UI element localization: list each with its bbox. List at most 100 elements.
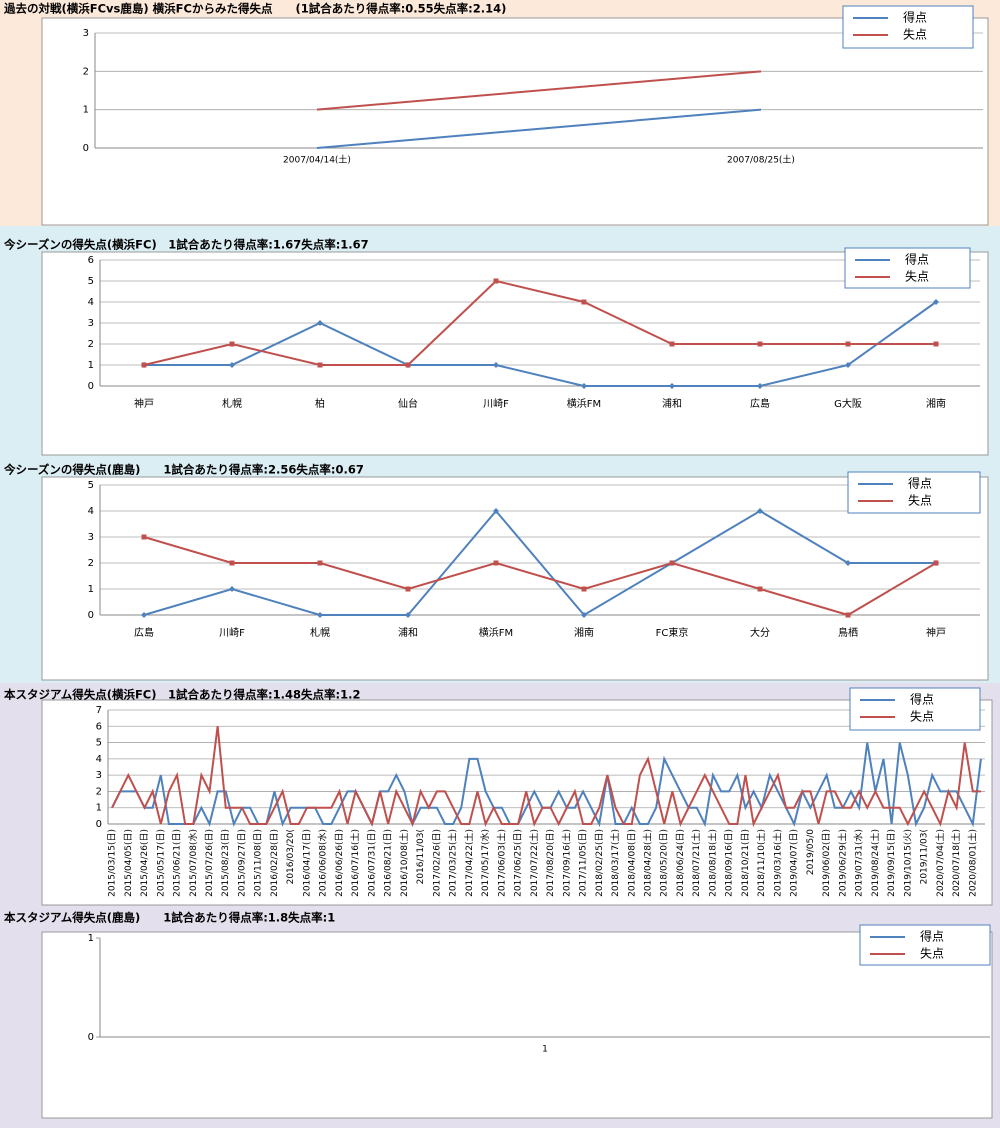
marker: [493, 560, 499, 566]
x-tick-label: 2015/07/08(水): [187, 829, 199, 897]
x-tick-label: 2017/08/20(日): [545, 829, 556, 897]
x-tick-label: 2018/08/18(土): [706, 829, 718, 897]
y-tick-label: 2: [83, 66, 89, 77]
x-tick-label: 2017/06/03(土): [495, 829, 507, 897]
x-tick-label: 2015/06/21(日): [172, 829, 183, 897]
marker: [317, 320, 323, 326]
x-tick-label: 2007/08/25(土): [727, 154, 795, 166]
chart-title: 今シーズンの得失点(横浜FC) 1試合あたり得点率:1.67失点率:1.67: [3, 238, 369, 252]
marker: [141, 612, 147, 618]
x-tick-label: 2018/09/16(日): [724, 829, 735, 897]
x-tick-label: 2015/07/26(日): [204, 829, 215, 897]
x-tick-label: 仙台: [398, 397, 418, 410]
x-tick-label: 2016/02/28(日): [269, 829, 280, 897]
marker: [581, 612, 587, 618]
legend-label: 得点: [908, 476, 932, 491]
x-tick-label: 2017/05/17(水): [479, 829, 491, 897]
x-tick-label: 2019/07/31(水): [853, 829, 865, 897]
x-tick-label: 2016/10/08(土): [398, 829, 410, 897]
x-tick-label: 2019/06/29(土): [836, 829, 848, 897]
x-tick-label: 2015/05/17(日): [155, 829, 166, 897]
x-tick-label: 広島: [750, 397, 770, 410]
x-tick-label: 2015/09/27(日): [236, 829, 247, 897]
legend-label: 得点: [920, 929, 944, 944]
x-tick-label: 2020/08/01(土): [966, 829, 978, 897]
y-tick-label: 2: [96, 786, 102, 797]
legend: [859, 924, 991, 966]
y-tick-label: 3: [83, 28, 89, 39]
x-tick-label: 2016/07/31(日): [366, 829, 377, 897]
x-tick-label: 2016/04/17(日): [301, 829, 312, 897]
x-tick-label: 2019/05/0: [806, 829, 816, 875]
marker: [581, 299, 587, 305]
x-tick-label: 2018/10/21(日): [740, 829, 751, 897]
marker: [493, 278, 499, 284]
y-tick-label: 0: [88, 610, 94, 621]
chart-title: 今シーズンの得失点(鹿島) 1試合あたり得点率:2.56失点率:0.67: [3, 463, 364, 477]
x-tick-label: 2019/03/16(土): [771, 829, 783, 897]
chart-area: [41, 17, 989, 226]
y-tick-label: 6: [96, 721, 102, 732]
marker: [141, 534, 147, 540]
marker: [317, 612, 323, 618]
x-tick-label: 2016/06/26(日): [334, 829, 345, 897]
y-tick-label: 1: [83, 105, 89, 116]
y-tick-label: 0: [88, 1032, 94, 1043]
y-tick-label: 4: [88, 297, 94, 308]
x-tick-label: 2017/11/05(日): [578, 829, 589, 897]
legend-label: 失点: [903, 27, 927, 42]
marker: [845, 612, 851, 618]
marker: [229, 586, 235, 592]
y-tick-label: 6: [88, 255, 94, 266]
y-tick-label: 3: [96, 770, 102, 781]
marker: [317, 362, 323, 368]
marker: [229, 560, 235, 566]
series-line: [144, 301, 937, 387]
legend: [844, 247, 971, 289]
series-line: [316, 70, 762, 111]
x-tick-label: 湘南: [574, 626, 594, 639]
x-tick-label: 2017/04/22(土): [463, 829, 475, 897]
marker: [933, 560, 939, 566]
x-tick-label: 柏: [315, 397, 325, 410]
x-tick-label: 2018/07/21(土): [690, 829, 702, 897]
x-tick-label: 2019/09/15(日): [886, 829, 897, 897]
marker: [669, 560, 675, 566]
marker: [493, 362, 499, 368]
x-tick-label: 2017/07/22(土): [528, 829, 540, 897]
x-tick-label: 川崎F: [483, 397, 509, 410]
x-tick-label: 鳥栖: [838, 626, 858, 639]
x-tick-label: 神戸: [134, 397, 154, 410]
y-tick-label: 2: [88, 558, 94, 569]
legend-label: 失点: [910, 709, 934, 724]
x-tick-label: 2017/09/16(土): [560, 829, 572, 897]
marker: [317, 560, 323, 566]
x-tick-label: 2016/07/16(土): [349, 829, 361, 897]
series-line: [143, 509, 936, 617]
chart-area: [41, 476, 989, 681]
legend: [847, 471, 981, 514]
x-tick-label: 2019/06/02(日): [821, 829, 832, 897]
y-tick-label: 3: [88, 318, 94, 329]
y-tick-label: 5: [88, 480, 94, 491]
x-tick-label: 2016/08/21(日): [383, 829, 394, 897]
marker: [757, 341, 763, 347]
series-line: [143, 536, 937, 617]
x-tick-label: 浦和: [662, 397, 682, 410]
marker: [229, 362, 235, 368]
x-tick-label: 2015/03/15(日): [107, 829, 118, 897]
x-tick-label: 川崎F: [219, 626, 245, 639]
x-tick-label: 2018/04/08(日): [626, 829, 637, 897]
y-tick-label: 7: [96, 705, 102, 716]
x-tick-label: 浦和: [398, 626, 418, 639]
legend-label: 失点: [908, 493, 932, 508]
x-tick-label: 札幌: [310, 626, 330, 639]
x-tick-label: 1: [542, 1045, 548, 1055]
legend-label: 得点: [910, 692, 934, 707]
y-tick-label: 0: [88, 381, 94, 392]
marker: [933, 341, 939, 347]
x-tick-label: 2019/08/24(土): [869, 829, 881, 897]
marker: [581, 383, 587, 389]
y-tick-label: 2: [88, 339, 94, 350]
marker: [141, 362, 147, 368]
